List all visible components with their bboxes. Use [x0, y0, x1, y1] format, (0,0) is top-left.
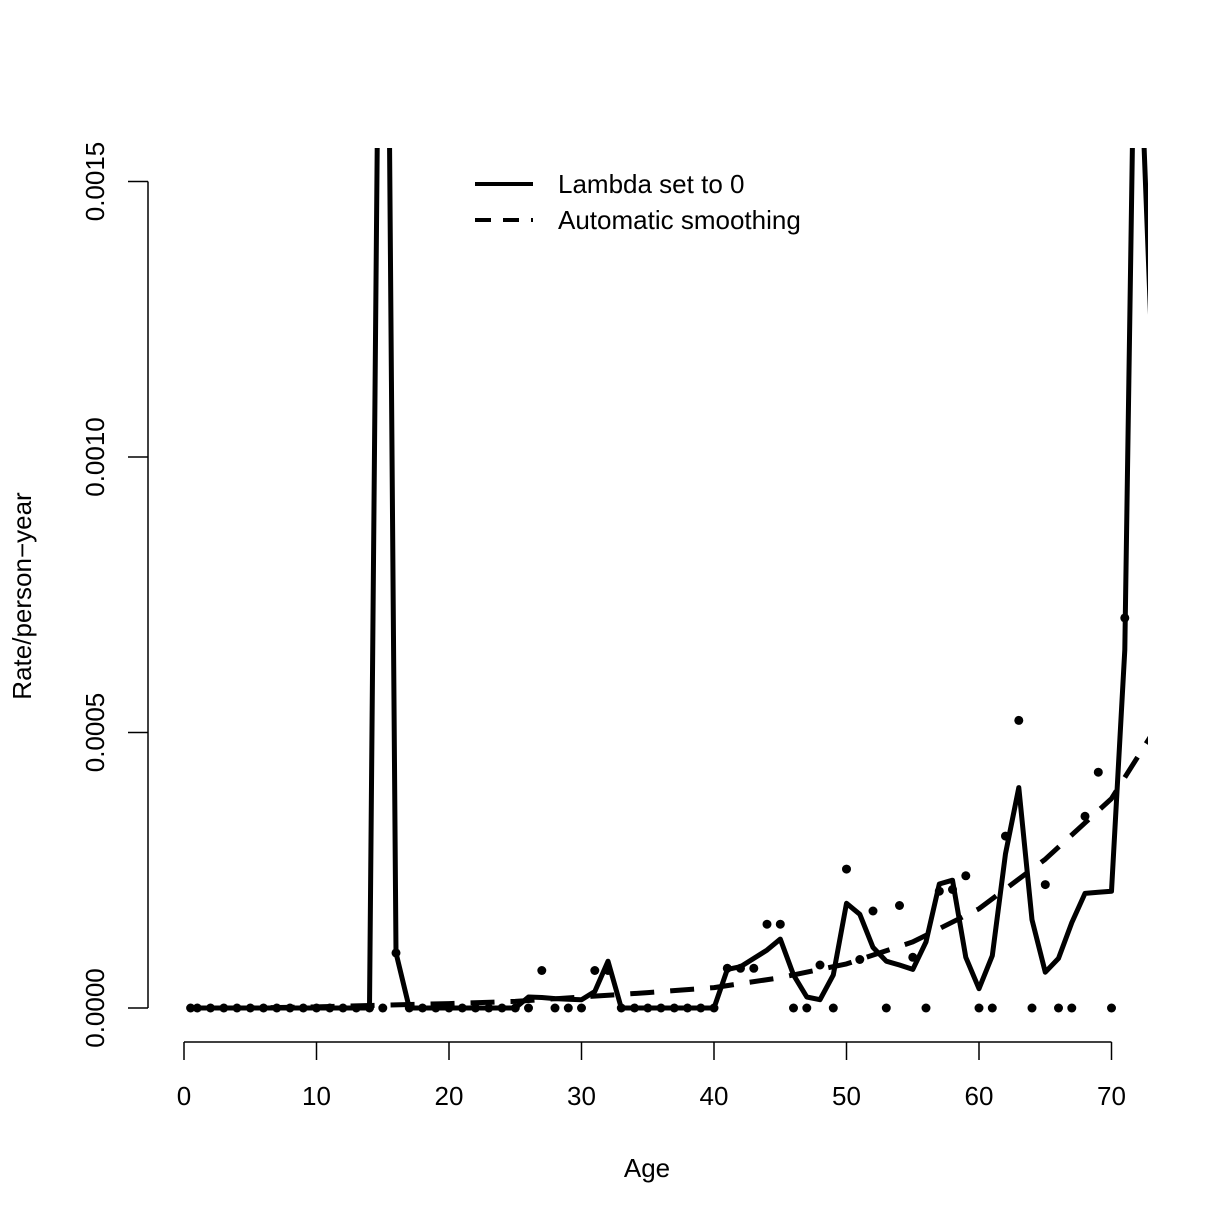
data-point — [948, 885, 957, 894]
data-point — [1014, 715, 1024, 725]
data-point — [1093, 767, 1103, 777]
data-point — [365, 1003, 374, 1013]
data-point — [1027, 1003, 1037, 1013]
data-point — [762, 919, 772, 929]
x-tick-label: 50 — [832, 1081, 861, 1111]
data-point — [351, 1003, 361, 1013]
x-axis: 0 10 20 30 40 50 60 70 — [177, 1041, 1126, 1111]
data-point — [934, 886, 944, 896]
legend-label-dashed: Automatic smoothing — [558, 205, 801, 235]
x-tick-label: 30 — [567, 1081, 596, 1111]
data-point — [391, 948, 401, 958]
data-point — [709, 1003, 719, 1013]
data-point — [895, 901, 904, 910]
data-point — [1040, 880, 1050, 890]
data-point — [987, 1003, 997, 1013]
x-tick-label: 40 — [700, 1081, 729, 1111]
data-point — [550, 1003, 560, 1013]
data-point — [881, 1003, 891, 1013]
x-tick-label: 20 — [435, 1081, 464, 1111]
data-point — [1001, 831, 1010, 841]
data-point — [616, 1003, 626, 1013]
data-point — [828, 1003, 838, 1013]
data-point — [630, 1003, 639, 1013]
legend-label-solid: Lambda set to 0 — [558, 169, 744, 199]
data-point — [444, 1003, 454, 1013]
data-point — [696, 1003, 706, 1013]
data-point — [298, 1003, 308, 1013]
y-tick-label: 0.0010 — [80, 417, 110, 497]
data-point — [855, 955, 865, 964]
data-point — [259, 1003, 268, 1013]
data-point — [1054, 1003, 1063, 1013]
data-point — [1120, 613, 1130, 623]
data-point — [272, 1003, 282, 1013]
data-point — [974, 1003, 984, 1013]
data-point — [656, 1003, 666, 1013]
data-point — [842, 864, 851, 874]
data-point — [749, 963, 759, 973]
data-point — [669, 1003, 679, 1013]
data-point — [232, 1003, 242, 1013]
data-point — [563, 1003, 573, 1013]
data-point — [1107, 1003, 1116, 1013]
data-point — [206, 1003, 215, 1013]
data-point — [325, 1003, 335, 1013]
x-tick-label: 0 — [177, 1081, 191, 1111]
data-point — [186, 1003, 196, 1013]
data-point — [404, 1003, 414, 1013]
data-point — [683, 1003, 692, 1013]
x-tick-label: 10 — [302, 1081, 331, 1111]
data-point — [219, 1003, 229, 1013]
series-line-lambda-0 — [190, 148, 1148, 1011]
data-point — [484, 1003, 494, 1013]
data-point — [457, 1003, 467, 1013]
legend: Lambda set to 0 Automatic smoothing — [475, 169, 801, 235]
data-point — [338, 1003, 348, 1013]
x-tick-label: 60 — [965, 1081, 994, 1111]
data-point — [868, 906, 878, 916]
x-tick-label: 70 — [1097, 1081, 1126, 1111]
x-axis-title: Age — [624, 1153, 670, 1183]
data-point — [312, 1003, 321, 1013]
data-point — [1080, 811, 1090, 821]
data-point — [524, 1003, 533, 1013]
data-point — [802, 1003, 812, 1013]
data-point — [815, 960, 825, 970]
data-point — [510, 1003, 520, 1013]
data-point — [643, 1003, 653, 1013]
data-point — [775, 919, 785, 929]
data-point — [921, 1003, 931, 1013]
data-point — [908, 952, 918, 962]
plot-area — [186, 148, 1148, 1013]
y-tick-label: 0.0000 — [80, 968, 110, 1048]
y-tick-label: 0.0015 — [80, 142, 110, 222]
y-tick-label: 0.0005 — [80, 693, 110, 773]
data-point — [736, 963, 745, 973]
data-point — [418, 1003, 427, 1013]
data-point — [245, 1003, 255, 1013]
data-point — [590, 966, 600, 975]
data-point — [1067, 1003, 1077, 1013]
data-point — [537, 966, 547, 975]
data-point — [722, 963, 732, 973]
data-point — [603, 966, 613, 975]
data-point — [471, 1003, 480, 1013]
data-point — [497, 1003, 507, 1013]
data-point — [285, 1003, 295, 1013]
data-point — [431, 1003, 441, 1013]
y-axis-title: Rate/person−year — [7, 492, 37, 700]
data-point — [789, 1003, 798, 1013]
data-point — [961, 871, 971, 881]
data-point — [378, 1003, 388, 1013]
series-line-automatic-smoothing — [190, 735, 1148, 1011]
y-axis: 0.0000 0.0005 0.0010 0.0015 — [80, 142, 149, 1048]
data-point — [192, 1003, 202, 1013]
data-point — [577, 1003, 586, 1013]
